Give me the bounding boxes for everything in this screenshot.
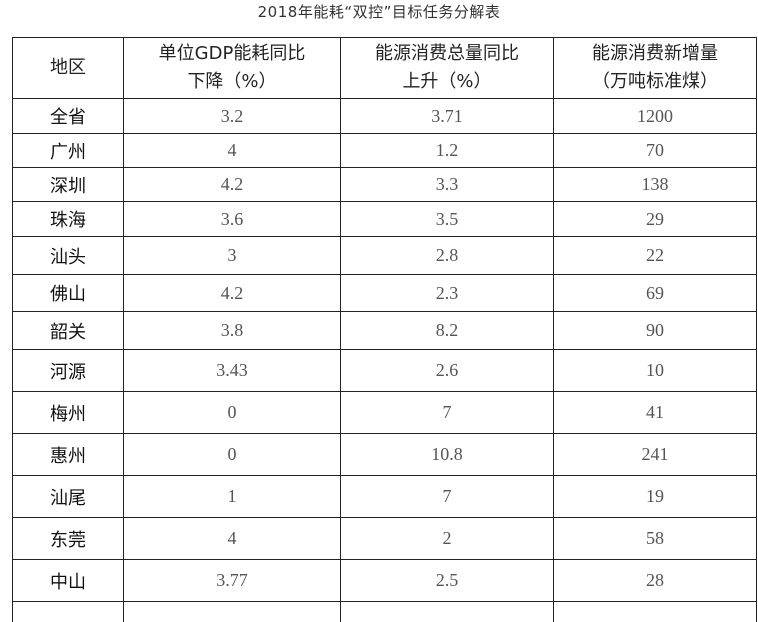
region-cell: 梅州 bbox=[13, 392, 124, 434]
new-consumption-cell: 19 bbox=[554, 476, 757, 518]
consumption-increase-cell: 3.71 bbox=[341, 99, 554, 134]
gdp-decrease-cell: 3.8 bbox=[124, 312, 341, 350]
region-cell: 珠海 bbox=[13, 202, 124, 237]
consumption-increase-cell: 2.3 bbox=[341, 275, 554, 312]
new-consumption-cell: 58 bbox=[554, 518, 757, 560]
gdp-decrease-cell: 3 bbox=[124, 237, 341, 275]
gdp-decrease-cell: 3.77 bbox=[124, 560, 341, 602]
consumption-increase-cell: 2 bbox=[341, 518, 554, 560]
consumption-increase-cell: 10.8 bbox=[341, 434, 554, 476]
consumption-increase-cell: 7 bbox=[341, 392, 554, 434]
header-text: 能源消费总量同比 bbox=[375, 43, 519, 64]
region-cell: 广州 bbox=[13, 134, 124, 168]
new-consumption-cell: 22 bbox=[554, 237, 757, 275]
new-consumption-cell: 1200 bbox=[554, 99, 757, 134]
consumption-increase-cell: 2.6 bbox=[341, 350, 554, 392]
gdp-decrease-cell: 3.2 bbox=[124, 99, 341, 134]
region-cell: 汕头 bbox=[13, 237, 124, 275]
header-new-consumption: 能源消费新增量 （万吨标准煤） bbox=[554, 38, 757, 99]
table-row-partial bbox=[13, 602, 757, 622]
region-cell: 佛山 bbox=[13, 275, 124, 312]
empty-cell bbox=[341, 602, 554, 622]
empty-cell bbox=[13, 602, 124, 622]
region-cell: 韶关 bbox=[13, 312, 124, 350]
consumption-increase-cell: 1.2 bbox=[341, 134, 554, 168]
gdp-decrease-cell: 4 bbox=[124, 134, 341, 168]
consumption-increase-cell: 8.2 bbox=[341, 312, 554, 350]
new-consumption-cell: 70 bbox=[554, 134, 757, 168]
new-consumption-cell: 69 bbox=[554, 275, 757, 312]
new-consumption-cell: 241 bbox=[554, 434, 757, 476]
header-text: 单位GDP能耗同比 bbox=[159, 43, 306, 64]
header-text: （万吨标准煤） bbox=[592, 71, 718, 92]
new-consumption-cell: 138 bbox=[554, 168, 757, 202]
table-header-row: 地区 单位GDP能耗同比下降（%） 能源消费总量同比上升（%） 能源消费新增量 （… bbox=[13, 38, 757, 99]
consumption-increase-cell: 2.5 bbox=[341, 560, 554, 602]
new-consumption-cell: 41 bbox=[554, 392, 757, 434]
region-cell: 汕尾 bbox=[13, 476, 124, 518]
consumption-increase-cell: 7 bbox=[341, 476, 554, 518]
region-cell: 深圳 bbox=[13, 168, 124, 202]
new-consumption-cell: 10 bbox=[554, 350, 757, 392]
gdp-decrease-cell: 0 bbox=[124, 434, 341, 476]
header-total-consumption-increase: 能源消费总量同比上升（%） bbox=[341, 38, 554, 99]
table-title: 2018年能耗“双控”目标任务分解表 bbox=[0, 1, 758, 22]
region-cell: 河源 bbox=[13, 350, 124, 392]
gdp-decrease-cell: 4.2 bbox=[124, 275, 341, 312]
empty-cell bbox=[554, 602, 757, 622]
gdp-decrease-cell: 3.43 bbox=[124, 350, 341, 392]
header-text: 地区 bbox=[50, 57, 86, 78]
header-text: 下降（%） bbox=[187, 71, 276, 92]
header-text: 上升（%） bbox=[402, 71, 491, 92]
new-consumption-cell: 90 bbox=[554, 312, 757, 350]
energy-target-table: 地区 单位GDP能耗同比下降（%） 能源消费总量同比上升（%） 能源消费新增量 （… bbox=[12, 37, 757, 622]
header-region: 地区 bbox=[13, 38, 124, 99]
header-text: 能源消费新增量 bbox=[592, 43, 718, 64]
header-gdp-energy-decrease: 单位GDP能耗同比下降（%） bbox=[124, 38, 341, 99]
consumption-increase-cell: 3.3 bbox=[341, 168, 554, 202]
region-cell: 东莞 bbox=[13, 518, 124, 560]
new-consumption-cell: 29 bbox=[554, 202, 757, 237]
region-cell: 全省 bbox=[13, 99, 124, 134]
gdp-decrease-cell: 4 bbox=[124, 518, 341, 560]
consumption-increase-cell: 3.5 bbox=[341, 202, 554, 237]
region-cell: 惠州 bbox=[13, 434, 124, 476]
gdp-decrease-cell: 3.6 bbox=[124, 202, 341, 237]
gdp-decrease-cell: 1 bbox=[124, 476, 341, 518]
new-consumption-cell: 28 bbox=[554, 560, 757, 602]
gdp-decrease-cell: 0 bbox=[124, 392, 341, 434]
gdp-decrease-cell: 4.2 bbox=[124, 168, 341, 202]
region-cell: 中山 bbox=[13, 560, 124, 602]
empty-cell bbox=[124, 602, 341, 622]
consumption-increase-cell: 2.8 bbox=[341, 237, 554, 275]
